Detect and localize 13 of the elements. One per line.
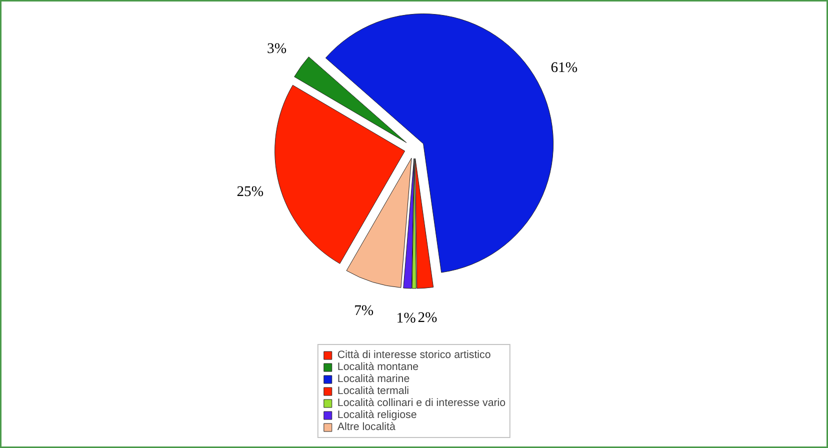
data-label: 25%	[236, 184, 264, 200]
legend-label: Località collinari e di interesse vario	[337, 397, 506, 409]
data-label: 3%	[266, 40, 287, 57]
data-label: 1%	[396, 310, 416, 326]
data-label: 2%	[418, 310, 438, 326]
data-label: 7%	[354, 302, 374, 319]
legend-label: Località religiose	[337, 409, 417, 421]
legend-label: Altre località	[337, 421, 396, 433]
legend-label: Località marine	[337, 373, 410, 385]
data-label: 61%	[550, 60, 578, 76]
legend-label: Località termali	[337, 385, 410, 397]
legend-label: Città di interesse storico artistico	[337, 349, 491, 361]
legend-label: Località montane	[337, 361, 419, 373]
